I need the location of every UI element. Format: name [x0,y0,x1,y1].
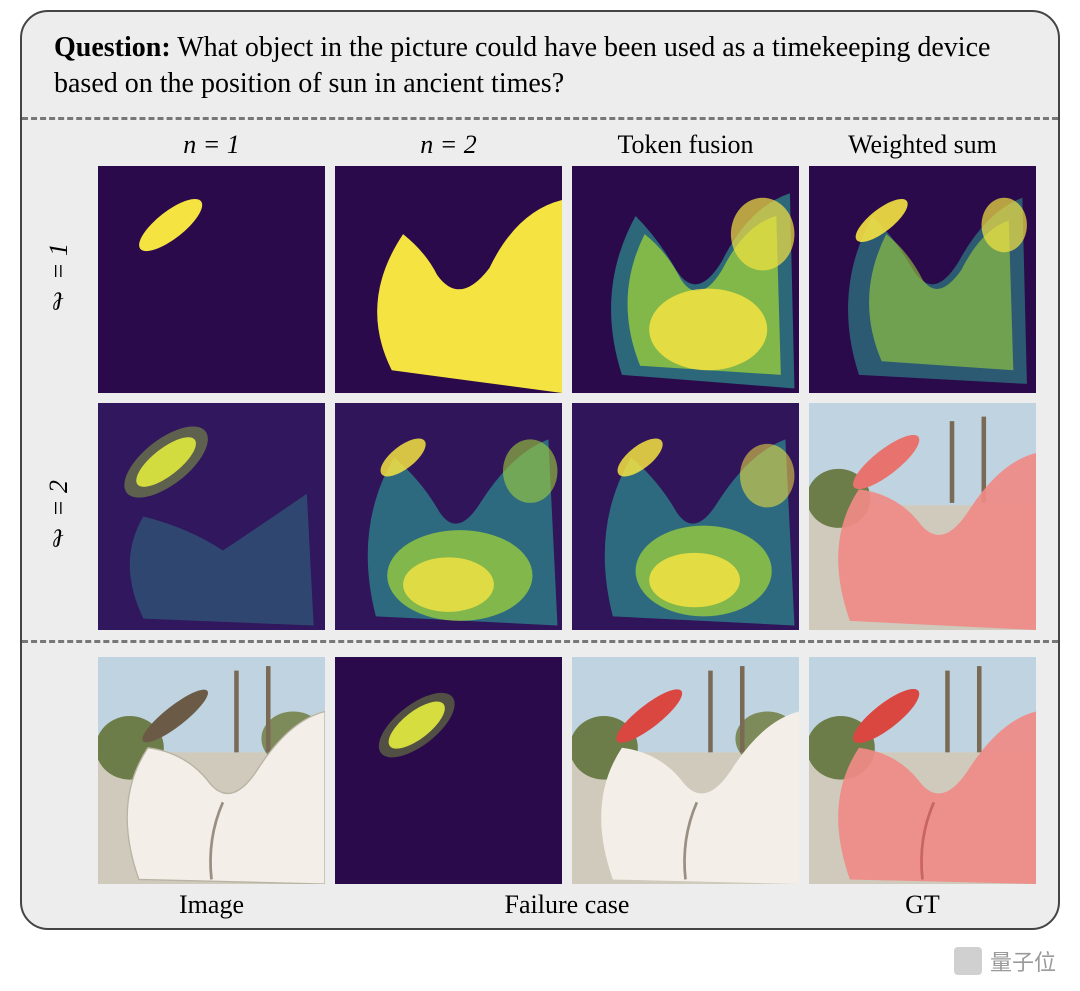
grid-row-l2: ℓ = 2 [44,403,1036,630]
column-headers: n = 1 n = 2 Token fusion Weighted sum [44,130,1036,160]
label-gt: GT [809,890,1036,920]
bottom-spacer [44,657,88,884]
cell-l1-n1 [98,166,325,393]
cell-l1-weightedsum [809,166,1036,393]
question-label: Question: [54,32,171,63]
photo-gt-overlay [809,657,1036,884]
heatmap-failure [335,657,562,884]
col-header-n2: n = 2 [335,130,562,160]
photo-overlay-l2-ws [809,403,1036,630]
cell-l2-n1 [98,403,325,630]
heatmap-l1-n2 [335,166,562,393]
cell-l2-weightedsum-overlay [809,403,1036,630]
cell-image [98,657,325,884]
figure-panel: Question: What object in the picture cou… [20,10,1060,930]
heatmap-l2-n1 [98,403,325,630]
label-failure: Failure case [335,890,799,920]
col-header-n1: n = 1 [98,130,325,160]
bottom-label-spacer [44,890,88,920]
watermark-icon [954,947,982,975]
label-image: Image [98,890,325,920]
grid-row-l1: ℓ = 1 [44,166,1036,393]
cell-l1-n2 [335,166,562,393]
watermark: 量子位 [954,945,1056,977]
bottom-labels: Image Failure case GT [44,890,1036,920]
question-text: Question: What object in the picture cou… [44,30,1036,103]
bottom-row-section: Image Failure case GT [44,643,1036,920]
heatmap-l2-tf [572,403,799,630]
photo-original [98,657,325,884]
heatmap-l1-tf [572,166,799,393]
cell-l2-n2 [335,403,562,630]
cell-failure-overlay [572,657,799,884]
cell-l1-tokenfusion [572,166,799,393]
cell-gt-overlay [809,657,1036,884]
heatmap-l1-ws [809,166,1036,393]
row-label-l2: ℓ = 2 [44,480,88,553]
question-body: What object in the picture could have be… [54,32,990,99]
heatmap-grid: n = 1 n = 2 Token fusion Weighted sum ℓ … [44,120,1036,630]
bottom-row [44,657,1036,884]
heatmap-l2-n2 [335,403,562,630]
col-header-tokenfusion: Token fusion [572,130,799,160]
col-header-weightedsum: Weighted sum [809,130,1036,160]
row-label-l1: ℓ = 1 [44,243,88,316]
heatmap-l1-n1 [98,166,325,393]
cell-failure-heatmap [335,657,562,884]
header-spacer [44,130,88,160]
photo-failure-overlay [572,657,799,884]
watermark-text: 量子位 [990,945,1056,977]
cell-l2-tokenfusion [572,403,799,630]
